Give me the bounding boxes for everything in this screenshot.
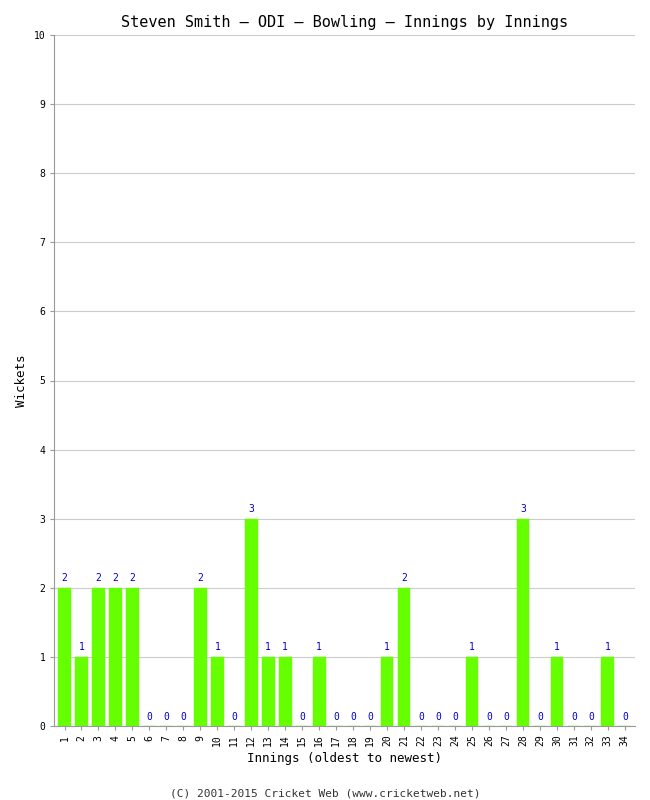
Text: 0: 0	[350, 711, 356, 722]
Bar	[58, 587, 71, 726]
Text: 3: 3	[520, 505, 526, 514]
X-axis label: Innings (oldest to newest): Innings (oldest to newest)	[247, 752, 442, 765]
Text: 0: 0	[486, 711, 492, 722]
Text: 1: 1	[605, 642, 611, 653]
Text: 2: 2	[62, 574, 68, 583]
Bar	[517, 518, 529, 726]
Text: 1: 1	[317, 642, 322, 653]
Text: 0: 0	[435, 711, 441, 722]
Text: (C) 2001-2015 Cricket Web (www.cricketweb.net): (C) 2001-2015 Cricket Web (www.cricketwe…	[170, 788, 480, 798]
Bar	[262, 657, 275, 726]
Text: 1: 1	[384, 642, 390, 653]
Bar	[381, 657, 393, 726]
Text: 1: 1	[79, 642, 84, 653]
Text: 0: 0	[146, 711, 152, 722]
Bar	[75, 657, 88, 726]
Bar	[601, 657, 614, 726]
Bar	[279, 657, 292, 726]
Text: 1: 1	[214, 642, 220, 653]
Bar	[109, 587, 122, 726]
Bar	[551, 657, 564, 726]
Text: 1: 1	[554, 642, 560, 653]
Text: 2: 2	[401, 574, 407, 583]
Text: 0: 0	[537, 711, 543, 722]
Bar	[313, 657, 326, 726]
Text: 1: 1	[469, 642, 475, 653]
Bar	[194, 587, 207, 726]
Text: 2: 2	[198, 574, 203, 583]
Text: 1: 1	[282, 642, 288, 653]
Text: 0: 0	[622, 711, 628, 722]
Text: 0: 0	[231, 711, 237, 722]
Text: 2: 2	[112, 574, 118, 583]
Text: 0: 0	[333, 711, 339, 722]
Text: 0: 0	[503, 711, 509, 722]
Bar	[245, 518, 257, 726]
Text: 3: 3	[248, 505, 254, 514]
Text: 0: 0	[418, 711, 424, 722]
Bar	[465, 657, 478, 726]
Y-axis label: Wickets: Wickets	[15, 354, 28, 406]
Bar	[92, 587, 105, 726]
Bar	[126, 587, 139, 726]
Text: 0: 0	[299, 711, 305, 722]
Text: 0: 0	[571, 711, 577, 722]
Text: 0: 0	[452, 711, 458, 722]
Text: 2: 2	[129, 574, 135, 583]
Text: 0: 0	[181, 711, 187, 722]
Text: 2: 2	[96, 574, 101, 583]
Bar	[211, 657, 224, 726]
Bar	[398, 587, 410, 726]
Text: 0: 0	[163, 711, 170, 722]
Text: 1: 1	[265, 642, 271, 653]
Text: 0: 0	[367, 711, 373, 722]
Text: 0: 0	[588, 711, 594, 722]
Title: Steven Smith – ODI – Bowling – Innings by Innings: Steven Smith – ODI – Bowling – Innings b…	[121, 15, 568, 30]
